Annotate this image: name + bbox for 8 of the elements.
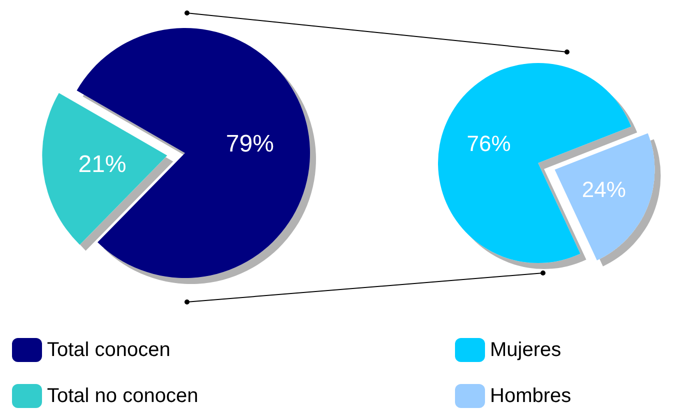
data-label: 76%	[466, 130, 511, 156]
data-label: 24%	[582, 176, 626, 202]
data-label: 79%	[226, 130, 274, 158]
legend-label: Total conocen	[47, 339, 170, 361]
legend-label: Hombres	[490, 385, 572, 407]
legend-label: Mujeres	[490, 339, 562, 361]
data-label: 21%	[78, 150, 126, 178]
legend-label: Total no conocen	[47, 385, 198, 407]
